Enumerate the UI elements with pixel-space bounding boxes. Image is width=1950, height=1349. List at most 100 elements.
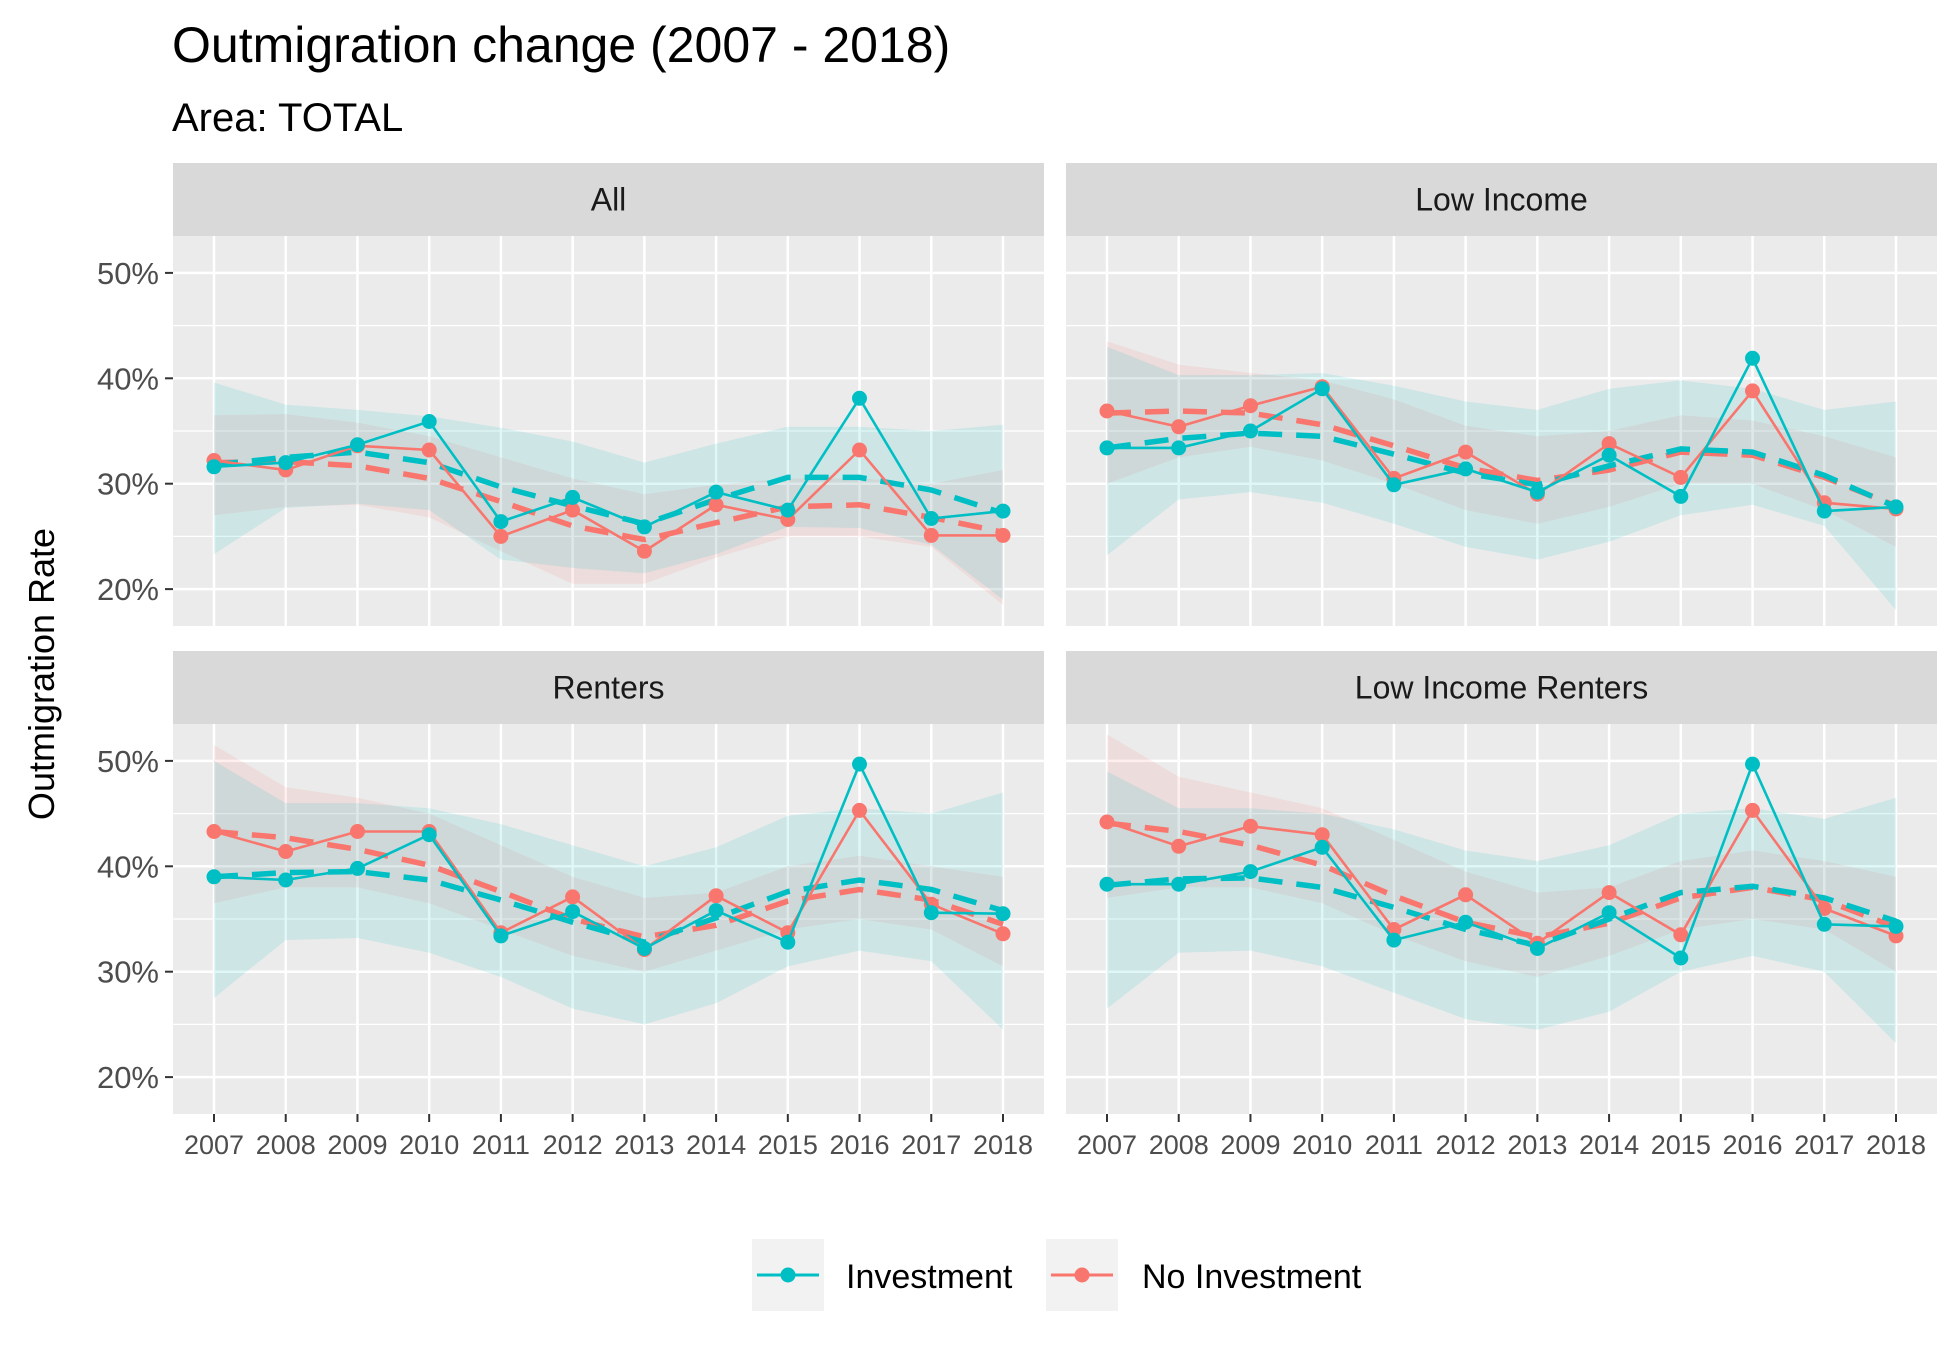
data-point-investment-2014 — [708, 903, 724, 919]
x-tick-label: 2014 — [686, 1130, 746, 1160]
data-point-investment-2018 — [1888, 499, 1904, 515]
x-tick-label: 2009 — [327, 1130, 387, 1160]
y-tick-label: 20% — [97, 572, 159, 607]
data-point-investment-2016 — [852, 390, 867, 406]
facet-strip-all — [173, 163, 1044, 236]
data-point-investment-2008 — [278, 455, 294, 471]
data-point-no-investment-2011 — [493, 528, 509, 544]
data-point-investment-2007 — [206, 869, 222, 885]
x-tick-label: 2013 — [1507, 1130, 1567, 1160]
trend-line-no-investment — [213, 458, 1004, 543]
data-point-no-investment-2014 — [708, 497, 724, 513]
data-point-investment-2016 — [1745, 350, 1760, 366]
y-tick-label: 40% — [97, 361, 159, 396]
data-point-no-investment-2009 — [1243, 398, 1258, 414]
data-point-investment-2010 — [421, 827, 437, 843]
data-point-no-investment-2013 — [636, 543, 652, 559]
series-line-no-investment — [213, 444, 1003, 553]
x-tick-label: 2008 — [1149, 1130, 1209, 1160]
trend-line-no-investment — [1106, 820, 1897, 940]
x-tick-label: 2010 — [1292, 1130, 1352, 1160]
data-point-investment-2012 — [565, 489, 581, 505]
data-point-investment-2018 — [995, 503, 1011, 519]
data-point-no-investment-2008 — [278, 844, 294, 859]
confidence-band-investment — [214, 760, 1003, 1030]
facet-label-low-income-renters: Low Income Renters — [1355, 670, 1648, 706]
x-tick-label: 2014 — [1579, 1130, 1639, 1160]
data-point-no-investment-2014 — [708, 888, 724, 904]
data-point-investment-2013 — [1529, 484, 1545, 500]
y-tick-label: 50% — [97, 256, 159, 291]
data-point-no-investment-2007 — [1099, 814, 1115, 830]
data-point-no-investment-2012 — [565, 502, 581, 518]
data-point-investment-2007 — [1099, 440, 1115, 456]
y-tick-label: 20% — [97, 1060, 159, 1095]
facet-label-low-income: Low Income — [1415, 182, 1588, 218]
data-point-investment-2012 — [1458, 914, 1474, 930]
trend-line-investment — [213, 449, 1004, 527]
x-tick-label: 2012 — [1436, 1130, 1496, 1160]
data-point-no-investment-2016 — [1745, 802, 1760, 818]
y-tick-label: 30% — [97, 467, 159, 502]
series-line-investment — [213, 760, 1004, 950]
chart-subtitle: Area: TOTAL — [172, 96, 403, 140]
facet-low-income: Low Income — [1066, 163, 1937, 626]
data-point-no-investment-2012 — [1458, 887, 1474, 903]
data-point-no-investment-2016 — [852, 802, 867, 818]
x-tick-label: 2018 — [973, 1130, 1033, 1160]
data-point-investment-2017 — [1816, 916, 1832, 932]
confidence-band-no-investment — [214, 745, 1003, 972]
x-tick-label: 2017 — [1794, 1130, 1854, 1160]
data-point-no-investment-2018 — [995, 926, 1011, 942]
data-point-investment-2008 — [278, 872, 294, 888]
y-tick-label: 30% — [97, 955, 159, 990]
x-tick-label: 2011 — [472, 1130, 530, 1160]
data-point-no-investment-2018 — [995, 527, 1011, 543]
data-point-investment-2011 — [1386, 477, 1402, 493]
x-tick-label: 2013 — [614, 1130, 674, 1160]
data-point-investment-2009 — [350, 437, 365, 453]
data-point-no-investment-2017 — [923, 527, 939, 543]
data-point-no-investment-2014 — [1601, 436, 1617, 452]
data-point-investment-2013 — [1529, 941, 1545, 956]
data-point-investment-2007 — [206, 459, 222, 475]
trend-line-no-investment — [213, 828, 1004, 940]
data-point-no-investment-2007 — [1099, 403, 1115, 419]
data-point-no-investment-2017 — [1816, 901, 1832, 916]
series-line-investment — [1107, 355, 1897, 513]
x-tick-label: 2016 — [830, 1130, 890, 1160]
data-point-investment-2012 — [565, 904, 581, 920]
data-point-investment-2009 — [350, 860, 365, 876]
data-point-investment-2014 — [1601, 905, 1617, 921]
data-point-no-investment-2009 — [350, 824, 365, 839]
series-line-no-investment — [213, 808, 1004, 952]
data-point-investment-2010 — [1314, 381, 1330, 397]
data-point-no-investment-2016 — [1745, 383, 1760, 399]
y-axis-title: Outmigration Rate — [21, 528, 62, 820]
x-tick-label: 2008 — [256, 1130, 316, 1160]
data-point-investment-2008 — [1171, 440, 1187, 456]
x-tick-label: 2012 — [543, 1130, 603, 1160]
legend-key-investment-point — [780, 1267, 796, 1283]
data-point-investment-2018 — [995, 906, 1011, 922]
data-point-investment-2008 — [1171, 876, 1187, 892]
facet-strip-low-income-renters — [1066, 651, 1937, 724]
x-tick-label: 2015 — [758, 1130, 818, 1160]
data-point-investment-2015 — [780, 502, 796, 518]
data-point-investment-2012 — [1458, 461, 1474, 477]
y-tick-label: 50% — [97, 744, 159, 779]
x-tick-label: 2009 — [1220, 1130, 1280, 1160]
data-point-investment-2017 — [1816, 503, 1832, 519]
facet-label-all: All — [591, 182, 627, 218]
data-point-no-investment-2012 — [1458, 444, 1474, 460]
facet-label-renters: Renters — [552, 670, 664, 706]
y-tick-label: 40% — [97, 849, 159, 884]
data-point-investment-2017 — [923, 905, 939, 921]
data-point-investment-2007 — [1099, 876, 1115, 892]
series-line-no-investment — [1106, 385, 1897, 511]
data-point-no-investment-2014 — [1601, 885, 1617, 901]
data-point-investment-2009 — [1243, 864, 1258, 880]
legend-label-investment: Investment — [846, 1258, 1013, 1296]
x-tick-label: 2010 — [399, 1130, 459, 1160]
data-point-no-investment-2008 — [1171, 419, 1187, 435]
